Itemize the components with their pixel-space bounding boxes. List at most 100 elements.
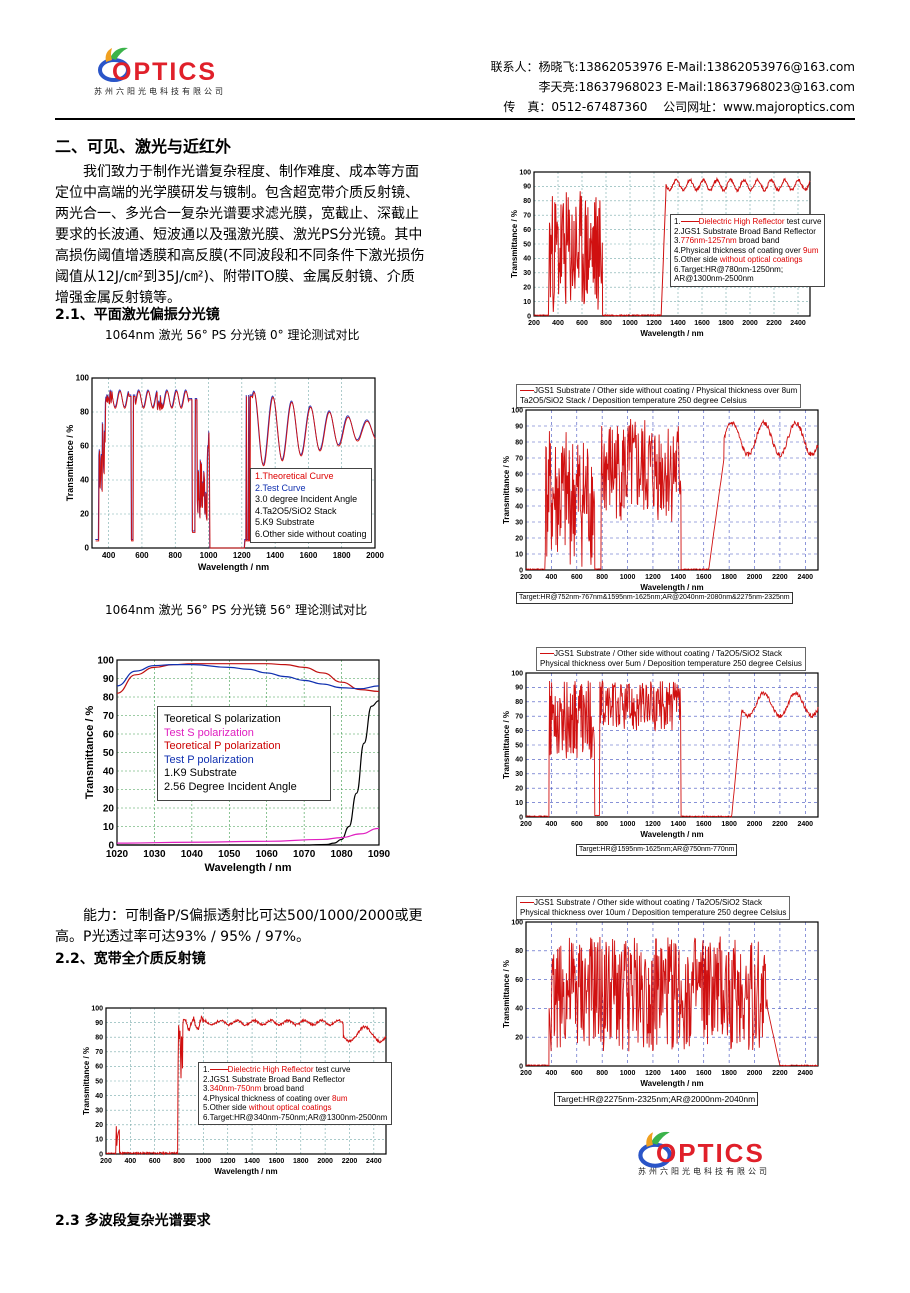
series-line xyxy=(105,1015,387,1156)
legend-item: 2.Test Curve xyxy=(255,482,306,493)
y-tick-label: 10 xyxy=(103,822,115,833)
logo-emblem xyxy=(98,47,130,82)
logo-subtitle: 苏州六阳光电科技有限公司 xyxy=(638,1167,770,1176)
x-tick-label: 800 xyxy=(596,574,608,581)
y-tick-label: 50 xyxy=(95,1078,103,1085)
target-label: Target:HR@1595nm-1625nm;AR@750nm-770nm xyxy=(576,844,738,856)
y-axis-label: Transmittance / % xyxy=(510,210,519,278)
x-tick-label: 600 xyxy=(571,574,583,581)
y-tick-label: 30 xyxy=(103,785,115,796)
x-tick-label: 1200 xyxy=(233,551,251,560)
plot-frame xyxy=(525,672,819,818)
x-tick-label: 400 xyxy=(125,1158,137,1165)
x-tick-label: 200 xyxy=(520,821,532,828)
logo-text: OPTICS xyxy=(656,1138,765,1168)
x-axis-label: Wavelength / nm xyxy=(198,562,269,572)
x-tick-label: 1400 xyxy=(671,1070,687,1077)
x-tick-label: 1090 xyxy=(368,849,391,860)
contact-line-3: 传 真：0512-67487360 公司网址：www.majoroptics.c… xyxy=(503,100,855,114)
y-tick-label: 70 xyxy=(95,1049,103,1056)
x-tick-label: 2000 xyxy=(747,821,763,828)
x-tick-label: 1020 xyxy=(106,849,129,860)
y-axis-label: Transmittance / % xyxy=(502,456,511,524)
y-tick-label: 100 xyxy=(511,919,523,926)
x-tick-label: 1070 xyxy=(293,849,316,860)
legend-bb1: 1. Dielectric High Reflector test curve 2… xyxy=(198,1062,393,1125)
y-tick-label: 90 xyxy=(515,423,523,430)
y-tick-label: 100 xyxy=(91,1005,103,1012)
x-tick-label: 1800 xyxy=(721,574,737,581)
logo-emblem xyxy=(638,1131,672,1168)
chart-title: JGS1 Substrate / Other side without coat… xyxy=(516,384,802,408)
x-tick-label: 1400 xyxy=(671,821,687,828)
x-tick-label: 2200 xyxy=(342,1158,358,1165)
y-axis-label: Transmittance / % xyxy=(502,960,511,1028)
capability-paragraph: 能力：可制备P/S偏振透射比可达500/1000/2000或更高。P光透过率可达… xyxy=(55,908,423,945)
chart-m2-svg: 200 400 600 800 1000 1200 1400 1600 1800 2000 2200… xyxy=(502,670,819,839)
legend-item: Teoretical S polarization xyxy=(164,713,281,725)
x-tick-label: 1200 xyxy=(220,1158,236,1165)
x-tick-label: 1200 xyxy=(645,574,661,581)
x-tick-label: 2400 xyxy=(798,821,814,828)
y-tick-label: 60 xyxy=(80,442,89,451)
legend-item: 5.Other side without optical coatings xyxy=(674,255,803,264)
x-tick-label: 1600 xyxy=(694,320,710,327)
y-tick-label: 40 xyxy=(95,1093,103,1100)
x-tick-label: 400 xyxy=(546,821,558,828)
contact-line-2: 李天亮:18637968023 E-Mail:18637968023@163.c… xyxy=(538,80,855,94)
logo-subtitle: 苏州六阳光电科技有限公司 xyxy=(94,87,226,96)
y-tick-label: 50 xyxy=(515,487,523,494)
caption-ps0: 1064nm 激光 56° PS 分光镜 0° 理论测试对比 xyxy=(105,328,360,342)
x-tick-label: 1600 xyxy=(696,821,712,828)
x-tick-label: 2000 xyxy=(747,574,763,581)
y-tick-label: 90 xyxy=(103,674,115,685)
x-tick-label: 1060 xyxy=(256,849,279,860)
contact-line-1: 联系人：杨晓飞:13862053976 E-Mail:13862053976@1… xyxy=(490,60,855,74)
y-tick-label: 70 xyxy=(103,711,115,722)
y-tick-label: 80 xyxy=(103,692,115,703)
x-tick-label: 1000 xyxy=(620,1070,636,1077)
x-tick-label: 800 xyxy=(173,1158,185,1165)
y-tick-label: 70 xyxy=(523,213,531,220)
x-tick-label: 1800 xyxy=(721,1070,737,1077)
y-tick-label: 40 xyxy=(515,1006,523,1013)
x-tick-label: 1040 xyxy=(181,849,204,860)
x-tick-label: 600 xyxy=(571,1070,583,1077)
y-tick-label: 60 xyxy=(103,729,115,740)
y-tick-label: 100 xyxy=(519,169,531,176)
legend-item: 1.Theoretical Curve xyxy=(255,471,334,481)
chart-m1-svg: 200 400 600 800 1000 1200 1400 1600 1800 2000 2200… xyxy=(502,407,819,592)
y-tick-label: 0 xyxy=(85,544,90,553)
y-tick-label: 90 xyxy=(523,184,531,191)
legend-item: 6.Target:HR@340nm-750nm;AR@1300nm-2500nm xyxy=(203,1112,388,1122)
y-tick-label: 60 xyxy=(515,471,523,478)
x-axis-label: Wavelength / nm xyxy=(640,583,703,592)
x-tick-label: 1000 xyxy=(196,1158,212,1165)
subsection-2-2: 2.2、宽带全介质反射镜 xyxy=(55,951,206,967)
x-tick-label: 400 xyxy=(546,1070,558,1077)
x-tick-label: 1000 xyxy=(622,320,638,327)
chart-ps56: 1020 1030 1040 1050 1060 1070 1080 1090 0 10 20 30 4… xyxy=(65,650,395,890)
y-tick-label: 90 xyxy=(95,1020,103,1027)
y-tick-label: 20 xyxy=(103,803,115,814)
plot-frame xyxy=(525,409,819,571)
y-tick-label: 60 xyxy=(515,728,523,735)
y-axis-label: Transmittance / % xyxy=(502,711,511,779)
x-tick-label: 1030 xyxy=(143,849,166,860)
legend-item: 4.Ta2O5/SiO2 Stack xyxy=(255,505,337,516)
y-tick-label: 20 xyxy=(95,1122,103,1129)
legend-item: 6.Other side without coating xyxy=(255,528,367,539)
y-tick-label: 0 xyxy=(99,1151,103,1158)
x-tick-label: 600 xyxy=(149,1158,161,1165)
caption-ps56: 1064nm 激光 56° PS 分光镜 56° 理论测试对比 xyxy=(105,603,368,617)
y-tick-label: 10 xyxy=(523,299,531,306)
x-tick-label: 1080 xyxy=(330,849,353,860)
y-tick-label: 30 xyxy=(523,270,531,277)
legend-item: Teoretical P polarization xyxy=(164,740,281,752)
x-tick-label: 1600 xyxy=(696,1070,712,1077)
chart-m1: JGS1 Substrate / Other side without coat… xyxy=(496,382,826,606)
x-tick-label: 2200 xyxy=(772,821,788,828)
x-tick-label: 1400 xyxy=(671,574,687,581)
company-logo: OPTICS 苏州六阳光电科技有限公司 xyxy=(92,44,262,99)
x-tick-label: 1800 xyxy=(293,1158,309,1165)
